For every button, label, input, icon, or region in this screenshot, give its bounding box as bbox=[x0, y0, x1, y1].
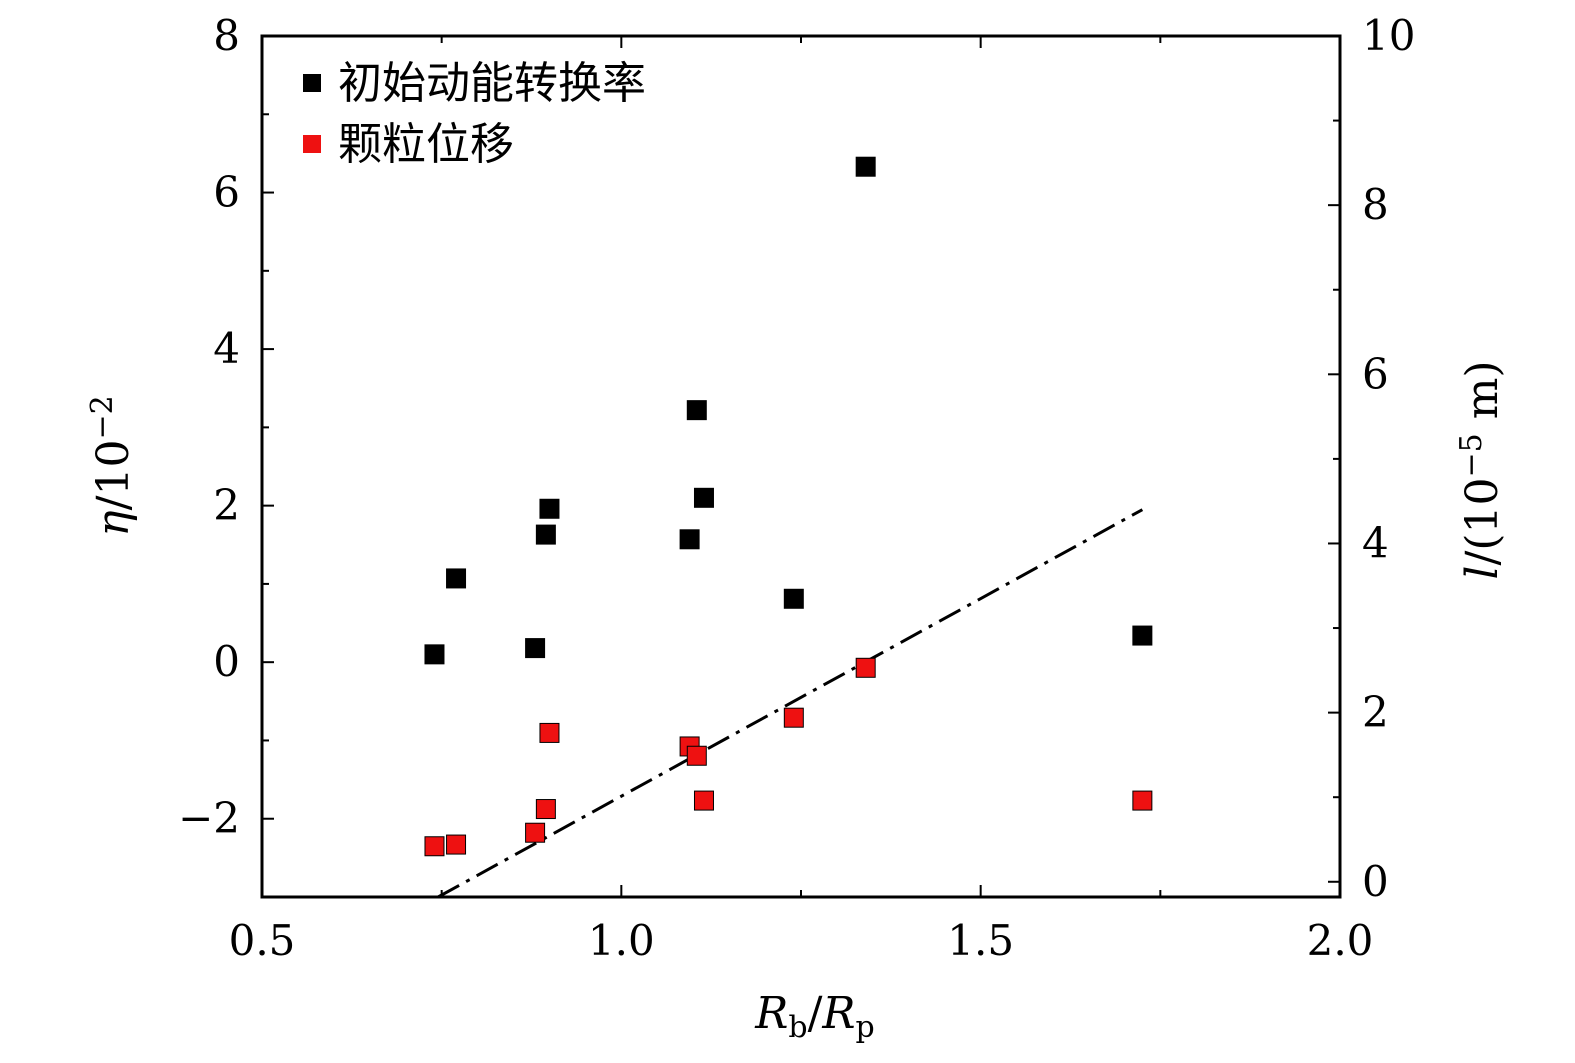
particle-displacement-point bbox=[693, 790, 714, 811]
particle-displacement-point bbox=[855, 657, 876, 678]
conversion-rate-point bbox=[525, 638, 546, 659]
left-y-axis-label: η/10−2 bbox=[85, 395, 139, 536]
conversion-rate-point bbox=[539, 498, 560, 519]
trend-line-group bbox=[437, 508, 1144, 899]
left-y-tick-label: 6 bbox=[213, 168, 240, 217]
particle-displacement-point bbox=[446, 834, 467, 855]
left-y-tick-label: 0 bbox=[213, 637, 240, 686]
right-y-axis-label: l/(10−5 m) bbox=[1454, 360, 1508, 579]
particle-displacement-point bbox=[539, 722, 560, 743]
particle-displacement-point bbox=[783, 707, 804, 728]
particle-displacement-point bbox=[1132, 790, 1153, 811]
right-y-tick-label: 0 bbox=[1362, 857, 1389, 906]
conversion-rate-point bbox=[686, 400, 707, 421]
x-tick-label: 1.5 bbox=[947, 916, 1014, 965]
tick-labels: 0.5 1.0 1.5 2.0 −2 0 2 4 6 8 0 2 4 6 8 10 bbox=[178, 11, 1415, 965]
left-y-tick-label: 4 bbox=[213, 324, 240, 373]
legend-label-series-2: 颗粒位移 bbox=[338, 119, 514, 170]
trend-line bbox=[437, 508, 1144, 899]
conversion-rate-point bbox=[783, 588, 804, 609]
right-y-tick-label: 8 bbox=[1362, 180, 1389, 229]
x-tick-label: 1.0 bbox=[588, 916, 655, 965]
conversion-rate-point bbox=[446, 568, 467, 589]
x-tick-label: 2.0 bbox=[1307, 916, 1374, 965]
legend-label-series-1: 初始动能转换率 bbox=[338, 58, 646, 109]
plot-frame bbox=[260, 34, 1342, 899]
right-y-tick-label: 6 bbox=[1362, 349, 1389, 398]
left-y-tick-label: 2 bbox=[213, 481, 240, 530]
particle-displacement-point bbox=[424, 836, 445, 857]
left-y-tick-label: 8 bbox=[213, 11, 240, 60]
right-y-tick-label: 4 bbox=[1362, 518, 1389, 567]
conversion-rate-point bbox=[424, 644, 445, 665]
conversion-rate-point bbox=[855, 156, 876, 177]
particle-displacement-point bbox=[525, 822, 546, 843]
data-points bbox=[424, 156, 1153, 857]
conversion-rate-point bbox=[1132, 625, 1153, 646]
conversion-rate-point bbox=[693, 487, 714, 508]
conversion-rate-point bbox=[679, 529, 700, 550]
right-y-tick-label: 2 bbox=[1362, 688, 1389, 737]
particle-displacement-point bbox=[535, 799, 556, 820]
conversion-rate-point bbox=[535, 524, 556, 545]
legend: 初始动能转换率 颗粒位移 bbox=[303, 58, 646, 170]
legend-marker-series-2 bbox=[303, 135, 321, 153]
right-y-tick-label: 10 bbox=[1362, 11, 1415, 60]
left-y-tick-label: −2 bbox=[178, 794, 240, 843]
x-tick-label: 0.5 bbox=[229, 916, 296, 965]
legend-marker-series-1 bbox=[303, 74, 321, 92]
x-axis-label: Rb/Rp bbox=[754, 988, 875, 1045]
particle-displacement-point bbox=[686, 745, 707, 766]
